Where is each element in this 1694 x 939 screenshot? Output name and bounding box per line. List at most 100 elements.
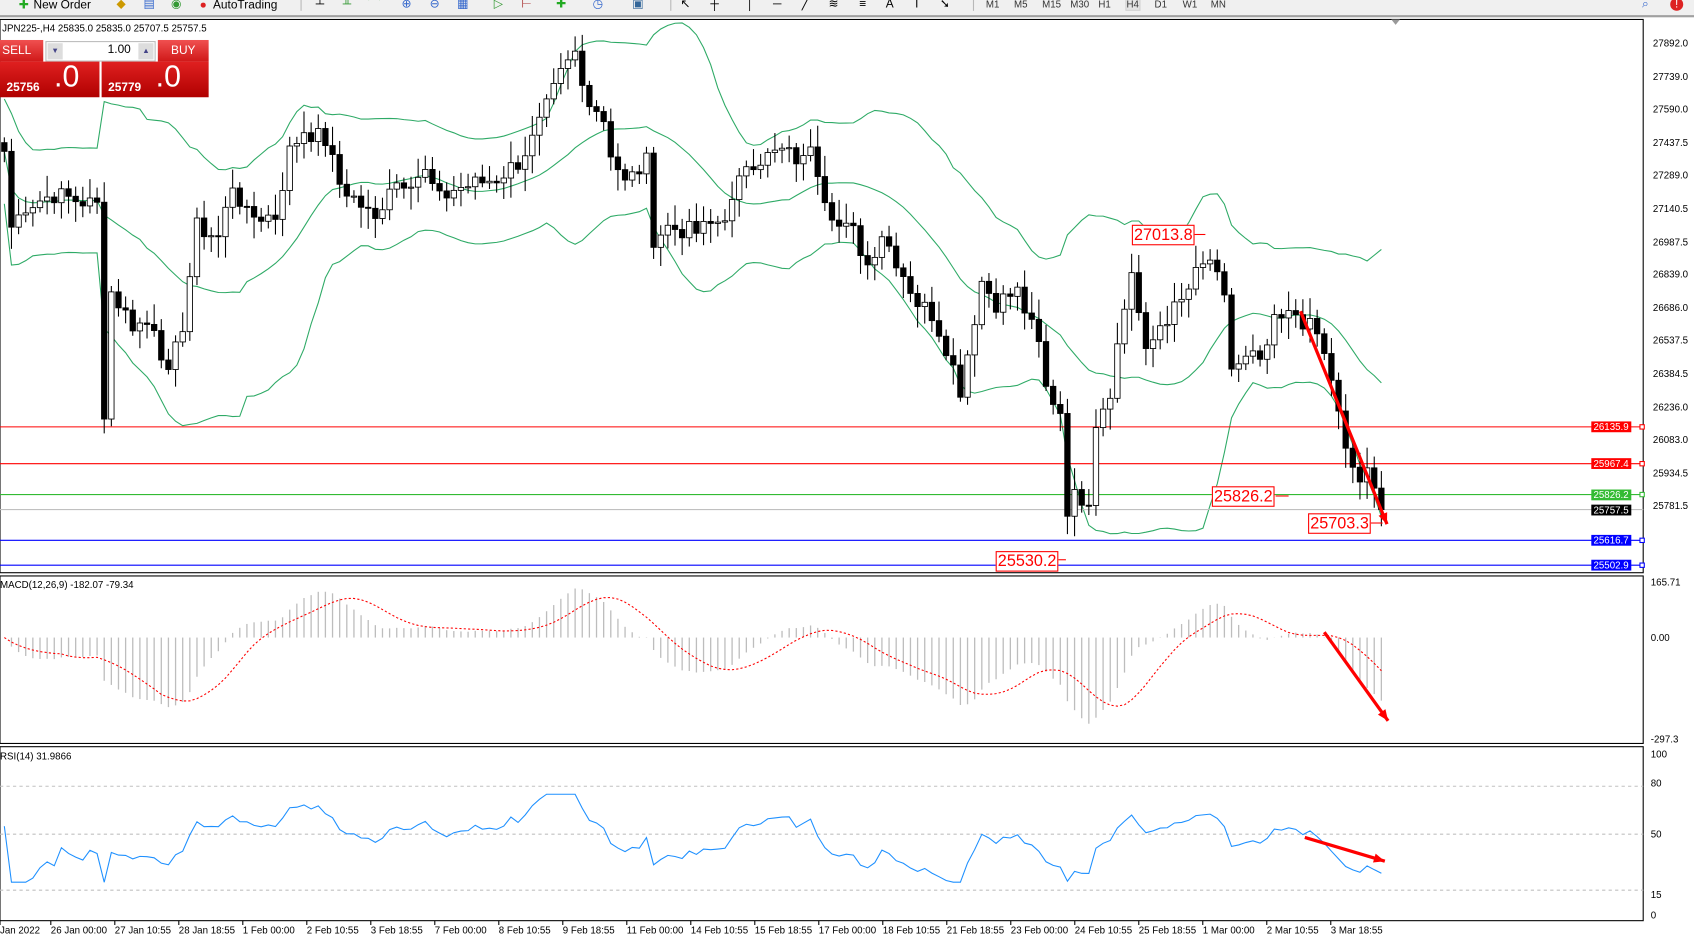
- arrows-icon[interactable]: ➘: [939, 0, 950, 11]
- chart-shift-icon[interactable]: ⊢: [521, 0, 532, 11]
- candle-body: [79, 201, 86, 207]
- decrease-lot-icon[interactable]: ▼: [47, 43, 63, 60]
- candle-body: [650, 152, 657, 248]
- candle-body: [86, 197, 94, 207]
- buy-button[interactable]: BUY: [157, 39, 209, 62]
- time-axis-label: 17 Feb 00:00: [818, 924, 877, 936]
- navigator-icon[interactable]: ▤: [143, 0, 155, 11]
- candlestick-icon[interactable]: ╨: [342, 0, 352, 11]
- candle-body: [450, 189, 457, 199]
- candle-body: [800, 155, 807, 165]
- candle-body: [629, 171, 636, 181]
- timeframe-w1[interactable]: W1: [1182, 0, 1198, 10]
- timeframe-d1[interactable]: D1: [1154, 0, 1168, 10]
- buy-price-button[interactable]: 25779.0: [101, 59, 209, 98]
- candle-body: [307, 132, 315, 143]
- candle-body: [857, 225, 864, 256]
- line-chart-icon[interactable]: ⌒: [368, 0, 380, 11]
- search-icon[interactable]: ⌕: [1642, 0, 1649, 11]
- price-axis-label: 26236.0: [1652, 401, 1689, 413]
- lot-size-stepper[interactable]: ▼ 1.00 ▲: [45, 41, 156, 62]
- chart-shift-marker: [1391, 19, 1400, 25]
- tile-windows-icon[interactable]: ▦: [457, 0, 469, 11]
- candle-body: [1271, 314, 1278, 346]
- sell-price-button[interactable]: 25756.0: [0, 59, 100, 98]
- candle-body: [258, 216, 265, 222]
- timeframe-m1[interactable]: M1: [985, 0, 1000, 10]
- text-label-icon[interactable]: T: [913, 0, 921, 11]
- candle-body: [400, 182, 408, 189]
- price-annotation[interactable]: 25703.3: [1308, 513, 1372, 534]
- price-annotation[interactable]: 25826.2: [1211, 486, 1275, 507]
- zoom-in-icon[interactable]: ⊕: [401, 0, 412, 11]
- text-icon[interactable]: A: [885, 0, 894, 11]
- candle-body: [229, 187, 236, 208]
- candle-body: [522, 155, 529, 170]
- time-axis-label: 27 Jan 10:55: [114, 924, 172, 936]
- sell-button[interactable]: SELL: [0, 39, 44, 62]
- fibonacci-icon[interactable]: ≋: [828, 0, 839, 11]
- candle-body: [885, 236, 893, 247]
- candle-body: [1050, 385, 1057, 405]
- candle-body: [664, 224, 672, 236]
- templates-icon[interactable]: ▣: [632, 0, 644, 11]
- candle-body: [1249, 350, 1257, 357]
- vertical-line-icon[interactable]: │: [746, 0, 754, 11]
- candle-body: [814, 146, 821, 177]
- price-annotation[interactable]: 25530.2: [995, 551, 1059, 572]
- candle-body: [200, 217, 208, 238]
- cursor-icon[interactable]: ↖: [680, 0, 691, 11]
- price-axis-label: 26537.5: [1652, 335, 1689, 347]
- notification-icon[interactable]: !: [1670, 0, 1684, 11]
- candle-body: [871, 256, 878, 266]
- candle-body: [129, 309, 136, 332]
- rsi-trend-arrow: [1304, 835, 1386, 863]
- time-axis-label: 25 Feb 18:55: [1138, 924, 1197, 936]
- candle-body: [1135, 272, 1142, 314]
- increase-lot-icon[interactable]: ▲: [138, 43, 154, 60]
- lot-size-input[interactable]: 1.00: [107, 43, 131, 57]
- trend-arrow-head: [1378, 512, 1388, 525]
- signals-icon[interactable]: ◉: [171, 0, 182, 11]
- autoscroll-icon[interactable]: ▷: [493, 0, 503, 11]
- new-order-button[interactable]: ✚ New Order: [18, 0, 92, 12]
- trendline-icon[interactable]: ╱: [801, 0, 809, 11]
- crosshair-icon[interactable]: ┼: [710, 0, 719, 11]
- horizontal-line-icon[interactable]: ─: [773, 0, 782, 11]
- time-axis-label: 28 Jan 18:55: [178, 924, 236, 936]
- candle-body: [971, 324, 978, 356]
- metaeditor-icon[interactable]: ◆: [116, 0, 126, 11]
- rsi-axis-100: 100: [1650, 748, 1668, 760]
- timeframe-h1[interactable]: H1: [1098, 0, 1111, 10]
- candle-body: [51, 196, 58, 204]
- time-axis-label: 18 Feb 10:55: [882, 924, 941, 936]
- timeframe-m15[interactable]: M15: [1042, 0, 1062, 10]
- fibonacci-fan-icon[interactable]: ≡: [859, 0, 867, 11]
- candle-body: [514, 162, 522, 170]
- timeframe-h4[interactable]: H4: [1125, 0, 1140, 11]
- timeframe-m30[interactable]: M30: [1070, 0, 1090, 10]
- candle-body: [250, 206, 258, 218]
- macd-trend-arrow: [1322, 631, 1390, 722]
- zoom-out-icon[interactable]: ⊖: [429, 0, 440, 11]
- candle-body: [736, 175, 743, 201]
- candle-body: [1064, 413, 1071, 517]
- candle-body: [479, 176, 486, 184]
- candle-body: [151, 324, 158, 331]
- candle-body: [1164, 324, 1171, 327]
- bollinger-lower: [3, 203, 1382, 535]
- line-handle: [1639, 461, 1645, 467]
- indicators-icon[interactable]: ✚: [556, 0, 567, 11]
- periods-icon[interactable]: ◷: [592, 0, 604, 11]
- candle-body: [1292, 310, 1299, 316]
- candle-body: [1285, 310, 1292, 319]
- timeframe-mn[interactable]: MN: [1210, 0, 1226, 10]
- timeframe-m5[interactable]: M5: [1014, 0, 1028, 10]
- price-annotation[interactable]: 27013.8: [1131, 224, 1195, 246]
- bar-chart-icon[interactable]: ┴: [315, 0, 325, 11]
- candle-body: [921, 301, 928, 308]
- price-axis-label: 26083.0: [1652, 434, 1689, 446]
- autotrading-button[interactable]: ● AutoTrading: [197, 0, 278, 13]
- candle-body: [443, 190, 450, 199]
